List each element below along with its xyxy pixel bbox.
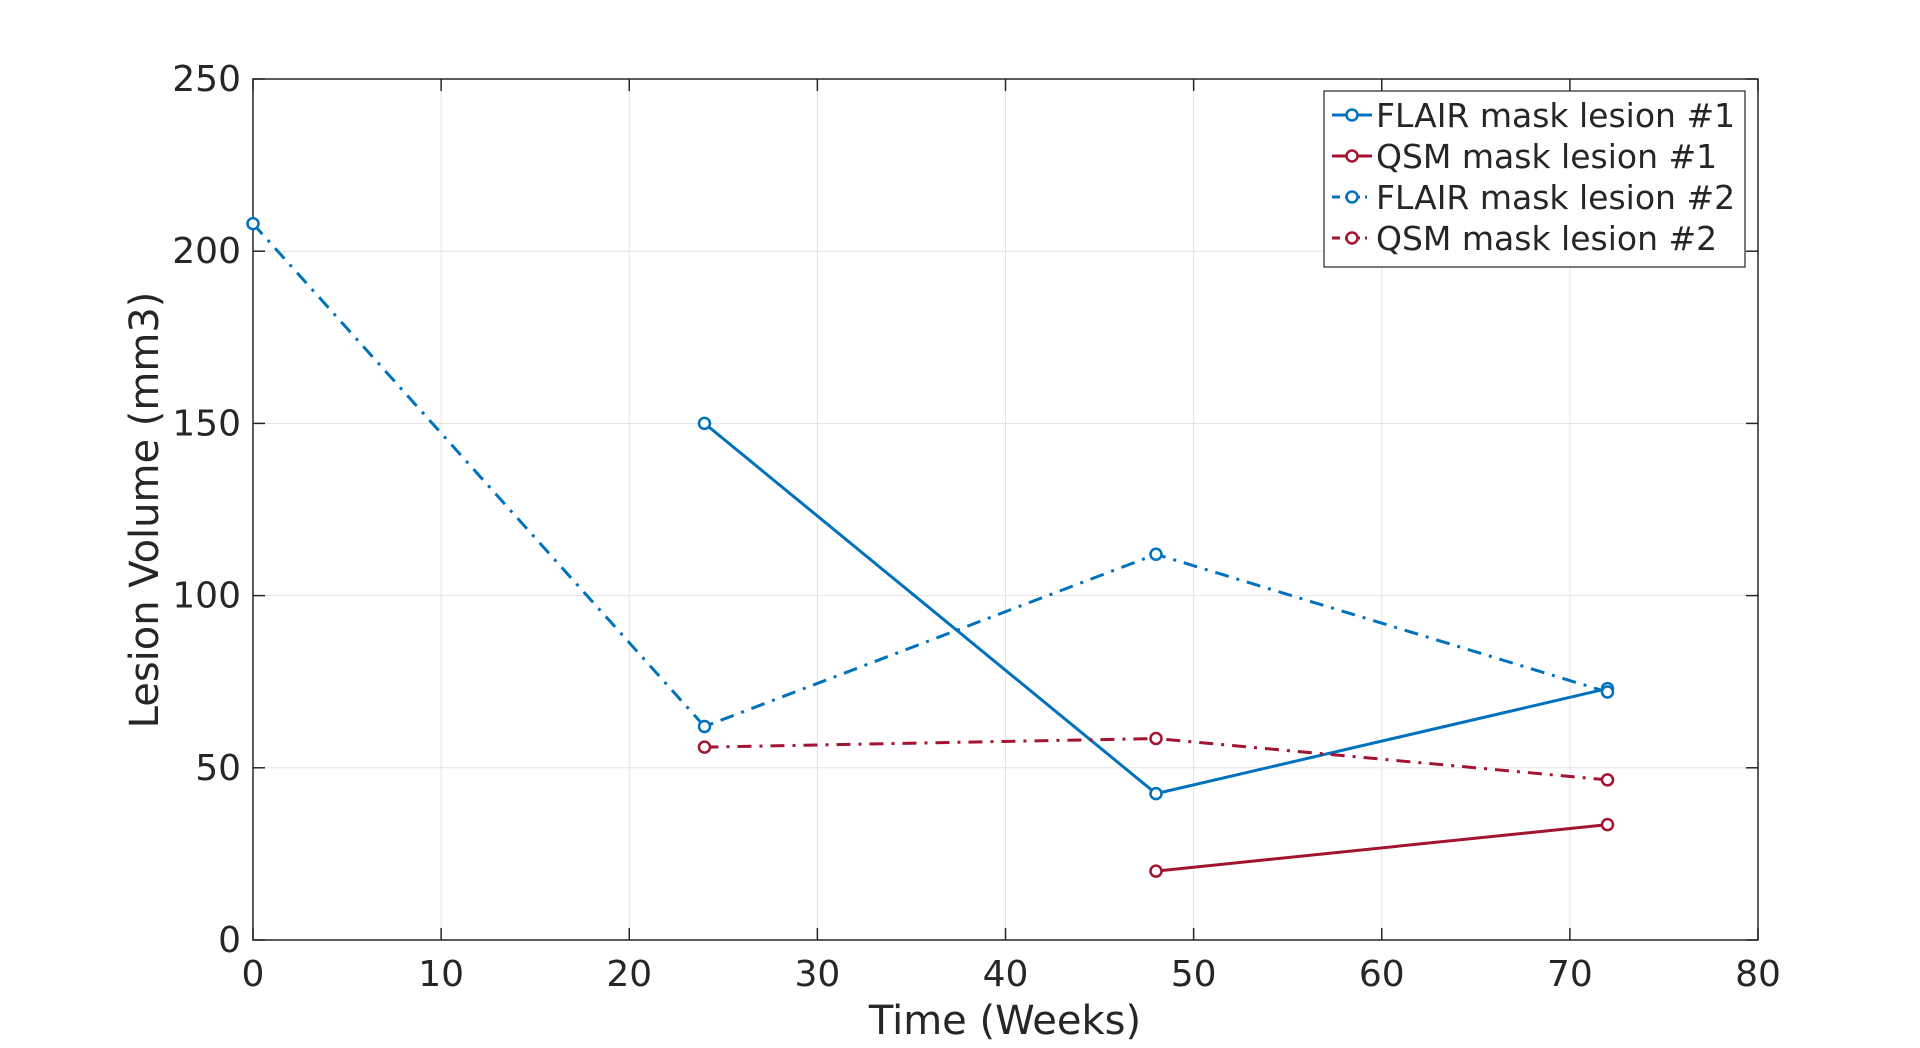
series-4 bbox=[697, 731, 1615, 787]
y-tick-label: 250 bbox=[172, 59, 241, 100]
data-point bbox=[1149, 547, 1163, 562]
data-point bbox=[1149, 786, 1163, 801]
x-tick-label: 40 bbox=[983, 954, 1029, 995]
data-point bbox=[246, 216, 260, 231]
series-line-2 bbox=[1155, 823, 1608, 873]
data-point bbox=[1149, 864, 1163, 878]
y-tick-label: 0 bbox=[218, 920, 241, 961]
data-point bbox=[1600, 817, 1615, 832]
series-3 bbox=[246, 216, 1615, 734]
series-line-3 bbox=[251, 222, 1608, 728]
legend-label-2: QSM mask lesion #1 bbox=[1376, 137, 1717, 176]
data-series bbox=[246, 216, 1615, 878]
legend-marker-2 bbox=[1345, 149, 1359, 163]
axes bbox=[252, 78, 1759, 941]
x-tick-label: 0 bbox=[242, 954, 265, 995]
x-tick-label: 60 bbox=[1359, 954, 1405, 995]
x-tick-label: 10 bbox=[418, 954, 464, 995]
x-tick-label: 30 bbox=[794, 954, 840, 995]
data-point bbox=[1149, 731, 1163, 746]
data-point bbox=[1600, 773, 1615, 787]
data-point bbox=[697, 416, 712, 431]
data-point bbox=[1600, 685, 1615, 699]
y-tick-label: 150 bbox=[172, 403, 241, 444]
x-tick-label: 20 bbox=[606, 954, 652, 995]
y-tick-label: 50 bbox=[195, 748, 241, 789]
legend-label-1: FLAIR mask lesion #1 bbox=[1376, 96, 1735, 135]
data-point bbox=[697, 719, 712, 734]
legend-marker-3 bbox=[1345, 190, 1359, 204]
y-axis-title: Lesion Volume (mm3) bbox=[122, 292, 168, 729]
data-point bbox=[697, 740, 712, 754]
y-tick-label: 200 bbox=[172, 231, 241, 272]
x-axis-title: Time (Weeks) bbox=[868, 998, 1141, 1044]
x-tick-label: 50 bbox=[1171, 954, 1217, 995]
legend-label-4: QSM mask lesion #2 bbox=[1376, 219, 1717, 258]
y-tick-label: 100 bbox=[172, 576, 241, 617]
legend-box bbox=[1323, 90, 1746, 268]
x-tick-label: 80 bbox=[1735, 954, 1781, 995]
x-tick-label: 70 bbox=[1547, 954, 1593, 995]
legend-marker-4 bbox=[1345, 231, 1359, 245]
legend-marker-1 bbox=[1345, 108, 1359, 122]
series-2 bbox=[1149, 817, 1615, 878]
legend-label-3: FLAIR mask lesion #2 bbox=[1376, 178, 1735, 217]
tick-labels: 0 10 20 30 40 50 60 70 80 0 50 100 150 200 250 bbox=[172, 59, 1781, 995]
